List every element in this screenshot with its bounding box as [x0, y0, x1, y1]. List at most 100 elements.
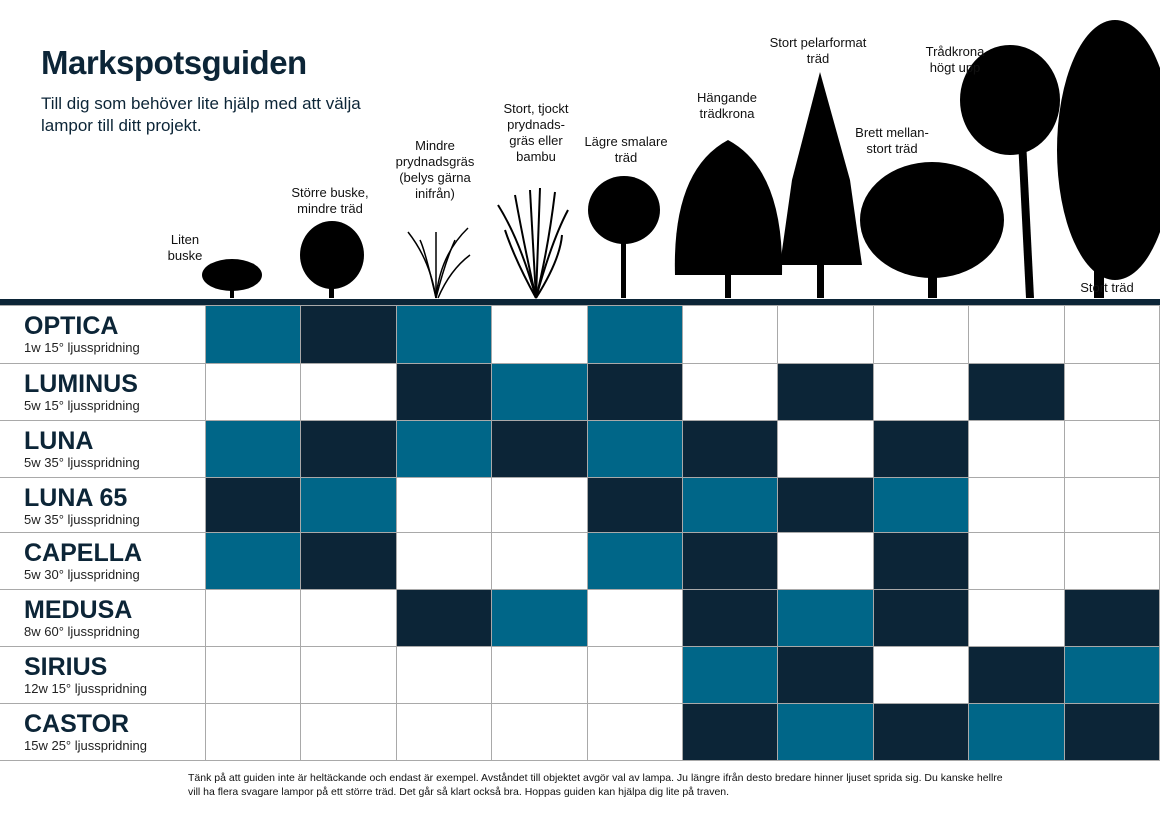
column-label: Brett mellan-stort träd [855, 125, 929, 156]
subtitle: Till dig som behöver lite hjälp med att … [41, 94, 361, 135]
suitability-cell [681, 477, 779, 533]
suitability-cell [872, 532, 970, 590]
column-label: Stort, tjockt prydnads-gräs eller bambu [503, 101, 569, 164]
column-label: Lägre smalare träd [584, 134, 668, 165]
suitability-cell [586, 477, 683, 533]
product-label: LUNA 65 5w 35° ljusspridning [0, 477, 206, 533]
suitability-cell [491, 589, 588, 647]
product-label: OPTICA 1w 15° ljusspridning [0, 305, 206, 364]
product-spec: 15w 25° ljusspridning [24, 738, 147, 753]
column-label: Stort pelarformat träd [769, 35, 867, 66]
product-name: CAPELLA [24, 539, 143, 567]
table-row: MEDUSA 8w 60° ljusspridning [0, 589, 1160, 647]
broad-tree-icon [860, 162, 1004, 298]
suitability-cell [872, 589, 970, 647]
suitability-cell [968, 703, 1065, 761]
page-title: Markspotsguiden [41, 44, 307, 81]
suitability-cell [204, 305, 302, 364]
product-spec: 5w 35° ljusspridning [24, 455, 140, 470]
suitability-cell [1063, 646, 1160, 704]
suitability-cell [777, 477, 874, 533]
suitability-cell [300, 589, 397, 647]
suitability-cell [872, 420, 970, 478]
suitability-cell [395, 477, 493, 533]
table-row: CASTOR 15w 25° ljusspridning [0, 703, 1160, 761]
header-divider [0, 299, 1160, 305]
suitability-cell [204, 420, 302, 478]
suitability-cell [395, 363, 493, 421]
suitability-cell [777, 363, 874, 421]
product-name: SIRIUS [24, 653, 108, 681]
suitability-cell [681, 589, 779, 647]
large-tree-icon [1057, 20, 1160, 298]
suitability-cell [777, 420, 874, 478]
plant-silhouettes [202, 20, 1160, 299]
suitability-cell [204, 646, 302, 704]
suitability-cell [872, 363, 970, 421]
product-spec: 5w 15° ljusspridning [24, 398, 140, 413]
suitability-cell [586, 420, 683, 478]
suitability-cell [968, 305, 1065, 364]
suitability-cell [681, 532, 779, 590]
suitability-cell [204, 589, 302, 647]
product-label: CASTOR 15w 25° ljusspridning [0, 703, 206, 761]
large-bush-icon [300, 221, 364, 298]
suitability-cell [681, 703, 779, 761]
suitability-cell [395, 589, 493, 647]
suitability-cell [395, 532, 493, 590]
suitability-cell [586, 703, 683, 761]
suitability-cell [872, 477, 970, 533]
suitability-cell [586, 363, 683, 421]
suitability-cell [586, 646, 683, 704]
product-spec: 5w 35° ljusspridning [24, 512, 140, 527]
suitability-cell [968, 363, 1065, 421]
suitability-cell [395, 646, 493, 704]
table-row: SIRIUS 12w 15° ljusspridning [0, 646, 1160, 704]
suitability-cell [300, 703, 397, 761]
suitability-cell [1063, 305, 1160, 364]
product-label: SIRIUS 12w 15° ljusspridning [0, 646, 206, 704]
suitability-cell [777, 703, 874, 761]
suitability-cell [777, 646, 874, 704]
suitability-cell [300, 477, 397, 533]
table-row: LUMINUS 5w 15° ljusspridning [0, 363, 1160, 421]
suitability-cell [300, 646, 397, 704]
product-name: CASTOR [24, 710, 130, 738]
suitability-cell [968, 477, 1065, 533]
product-label: LUNA 5w 35° ljusspridning [0, 420, 206, 478]
columnar-tree-icon [780, 72, 862, 298]
suitability-cell [300, 363, 397, 421]
product-name: LUMINUS [24, 370, 138, 398]
suitability-cell [300, 532, 397, 590]
suitability-cell [586, 532, 683, 590]
suitability-cell [777, 305, 874, 364]
suitability-cell [968, 420, 1065, 478]
suitability-cell [204, 703, 302, 761]
suitability-cell [204, 363, 302, 421]
suitability-cell [681, 420, 779, 478]
table-row: LUNA 65 5w 35° ljusspridning [0, 477, 1160, 533]
suitability-cell [586, 589, 683, 647]
column-label: Liten buske [167, 232, 203, 263]
product-label: LUMINUS 5w 15° ljusspridning [0, 363, 206, 421]
product-spec: 12w 15° ljusspridning [24, 681, 147, 696]
suitability-cell [204, 532, 302, 590]
small-bush-icon [202, 259, 262, 298]
narrow-tree-icon [588, 176, 660, 298]
bamboo-icon [497, 187, 569, 299]
table-row: LUNA 5w 35° ljusspridning [0, 420, 1160, 478]
product-label: CAPELLA 5w 30° ljusspridning [0, 532, 206, 590]
table-row: CAPELLA 5w 30° ljusspridning [0, 532, 1160, 590]
product-matrix: OPTICA 1w 15° ljusspridning LUMINUS 5w 15° … [0, 305, 1160, 761]
suitability-cell [872, 646, 970, 704]
small-grass-icon [407, 227, 471, 299]
product-name: LUNA [24, 427, 94, 455]
suitability-cell [1063, 589, 1160, 647]
product-name: OPTICA [24, 312, 119, 340]
suitability-cell [681, 363, 779, 421]
suitability-cell [300, 305, 397, 364]
product-name: LUNA 65 [24, 484, 128, 512]
column-label: Hängande trädkrona [697, 90, 757, 121]
suitability-cell [872, 305, 970, 364]
